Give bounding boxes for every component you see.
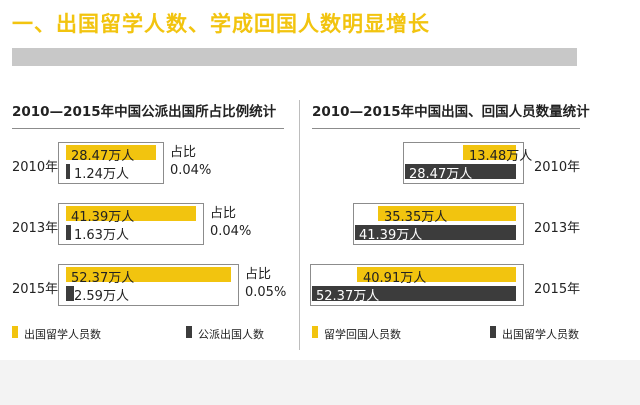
legend-swatch-left-yellow — [12, 326, 18, 338]
legend-swatch-right-yellow — [312, 326, 318, 338]
category-label: 2015年 — [12, 282, 59, 297]
bar-value-label: 52.37万人 — [71, 271, 135, 286]
legend-label-left-yellow: 出国留学人员数 — [24, 328, 101, 341]
category-label: 2013年 — [534, 221, 581, 236]
bar-state-sponsored — [66, 225, 71, 240]
row-frame — [58, 264, 239, 306]
ratio-label: 占比 — [210, 206, 237, 221]
category-label: 2015年 — [534, 282, 581, 297]
footer-band — [0, 360, 640, 405]
row-frame — [58, 142, 164, 184]
bar-state-sponsored — [66, 286, 74, 301]
bar-value-label: 28.47万人 — [71, 149, 135, 164]
bar-value-label: 41.39万人 — [359, 228, 423, 243]
category-label: 2010年 — [534, 160, 581, 175]
bar-outbound-students — [355, 225, 516, 240]
left-title-rule — [12, 128, 284, 129]
bar-returnees — [357, 267, 516, 282]
legend-swatch-left-dark — [186, 326, 192, 338]
ratio-value: 0.04% — [210, 224, 252, 239]
bar-outbound-students — [66, 206, 196, 221]
bar-value-label: 28.47万人 — [409, 167, 473, 182]
ratio-value: 0.04% — [170, 163, 212, 178]
bar-returnees — [463, 145, 516, 160]
category-label: 2010年 — [12, 160, 59, 175]
bar-value-label: 40.91万人 — [363, 271, 427, 286]
right-title-rule — [312, 128, 580, 129]
ratio-value: 0.05% — [245, 285, 287, 300]
left-chart-title: 2010—2015年中国公派出国所占比例统计 — [12, 104, 277, 120]
category-label: 2013年 — [12, 221, 59, 236]
bar-value-label: 2.59万人 — [74, 289, 129, 304]
row-frame — [353, 203, 524, 245]
bar-value-label: 13.48万人 — [469, 149, 533, 164]
bar-state-sponsored — [66, 164, 70, 179]
ratio-label: 占比 — [170, 145, 197, 160]
bar-returnees — [378, 206, 516, 221]
legend-label-right-yellow: 留学回国人员数 — [324, 328, 401, 341]
bar-value-label: 41.39万人 — [71, 210, 135, 225]
bar-value-label: 52.37万人 — [316, 289, 380, 304]
bar-outbound-students — [66, 267, 231, 282]
right-chart-title: 2010—2015年中国出国、回国人员数量统计 — [312, 104, 590, 120]
bar-value-label: 1.63万人 — [74, 228, 129, 243]
legend-label-right-dark: 出国留学人员数 — [502, 328, 579, 341]
legend-swatch-right-dark — [490, 326, 496, 338]
panel-divider — [299, 100, 300, 350]
row-frame — [58, 203, 204, 245]
row-frame — [403, 142, 524, 184]
bar-outbound-students — [312, 286, 516, 301]
bar-outbound-students — [66, 145, 156, 160]
bar-value-label: 1.24万人 — [74, 167, 129, 182]
bar-outbound-students — [405, 164, 516, 179]
page-title: 一、出国留学人数、学成回国人数明显增长 — [12, 12, 430, 36]
row-frame — [310, 264, 524, 306]
title-underline-band — [12, 48, 577, 66]
bar-value-label: 35.35万人 — [384, 210, 448, 225]
ratio-label: 占比 — [245, 267, 272, 282]
legend-label-left-dark: 公派出国人数 — [198, 328, 264, 341]
